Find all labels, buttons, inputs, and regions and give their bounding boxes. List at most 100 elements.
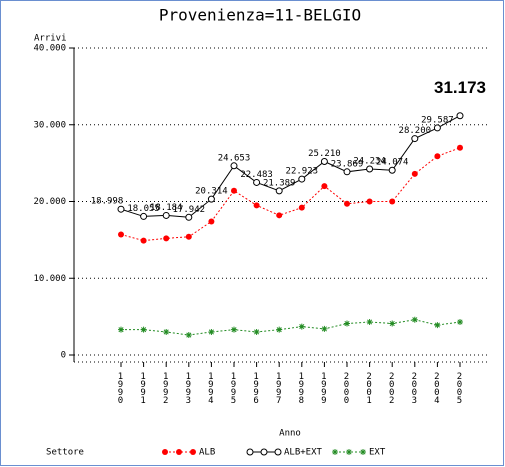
point <box>389 320 396 327</box>
data-label: 24.653 <box>218 153 251 163</box>
point <box>344 200 350 207</box>
point <box>140 212 148 220</box>
x-tick-label: 2002 <box>387 372 397 404</box>
y-axis-label: Arrivi <box>34 34 67 44</box>
point <box>117 205 125 213</box>
point <box>298 204 305 211</box>
point <box>343 168 351 176</box>
x-tick-label: 2005 <box>455 372 465 404</box>
point <box>457 144 463 151</box>
point <box>230 162 238 170</box>
series-line <box>120 115 461 218</box>
legend-marker <box>332 449 338 455</box>
y-tick-label: 10.000 <box>33 274 66 284</box>
legend-marker <box>176 449 182 455</box>
point <box>298 175 306 183</box>
point <box>253 178 261 186</box>
point <box>185 233 192 240</box>
point <box>388 166 396 174</box>
point <box>275 187 283 195</box>
point <box>253 202 260 209</box>
x-tick-label: 1993 <box>183 372 193 404</box>
legend-marker <box>360 449 366 455</box>
point <box>163 328 170 335</box>
x-tick-label: 1991 <box>138 372 148 404</box>
y-tick-label: 0 <box>61 351 66 361</box>
data-label: 28.200 <box>399 126 432 136</box>
chart-title: Provenienza=11-BELGIO <box>159 6 361 25</box>
point <box>344 320 350 327</box>
x-tick-label: 2000 <box>342 372 352 404</box>
point <box>140 326 147 333</box>
data-label: 21.389 <box>263 178 296 188</box>
data-label: 18.055 <box>127 204 160 214</box>
x-tick-label: 1995 <box>229 372 239 404</box>
point <box>298 323 305 330</box>
point <box>208 328 215 335</box>
point <box>366 318 373 325</box>
y-tick-label: 30.000 <box>33 120 66 130</box>
x-tick-label: 2004 <box>432 372 442 404</box>
data-label: 18.184 <box>150 203 183 213</box>
legend-label: EXT <box>369 448 386 458</box>
data-label: 29.587 <box>421 115 454 125</box>
data-label: 17.942 <box>173 205 206 215</box>
point <box>231 326 237 333</box>
x-tick-label: 2003 <box>409 372 419 404</box>
point <box>118 231 124 238</box>
point <box>276 326 283 333</box>
point <box>411 316 418 323</box>
point <box>207 195 215 203</box>
point <box>434 322 441 329</box>
point <box>276 212 283 219</box>
point <box>366 165 374 173</box>
y-tick-label: 40.000 <box>33 44 66 54</box>
point <box>457 318 463 325</box>
legend-marker <box>346 449 352 455</box>
legend-marker <box>190 449 196 455</box>
data-label: 24.074 <box>376 158 409 168</box>
data-label: 25.210 <box>308 149 341 159</box>
x-tick-label: 1990 <box>116 372 126 404</box>
x-tick-label: 1998 <box>296 372 306 404</box>
point <box>208 218 215 225</box>
point <box>411 135 419 143</box>
x-tick-label: 1992 <box>161 372 171 404</box>
point <box>320 158 328 166</box>
x-tick-label: 2001 <box>364 372 374 404</box>
point <box>162 211 170 219</box>
point <box>321 183 328 190</box>
point <box>389 198 396 205</box>
point <box>321 325 328 332</box>
data-label: 22.923 <box>286 167 319 177</box>
y-tick-label: 20.000 <box>33 197 66 207</box>
x-tick-label: 1994 <box>206 372 216 404</box>
data-label: 18.998 <box>91 197 124 207</box>
data-label: 31.173 <box>434 78 486 97</box>
point <box>411 170 418 177</box>
legend-marker <box>260 448 268 456</box>
point <box>185 332 192 339</box>
point <box>434 153 441 160</box>
x-tick-label: 1999 <box>319 372 329 404</box>
series-line <box>121 319 461 336</box>
point <box>118 326 124 333</box>
data-label: 22.483 <box>240 170 273 180</box>
data-label: 23.869 <box>331 159 364 169</box>
x-tick-label: 1996 <box>251 372 261 404</box>
series-line <box>120 147 461 242</box>
point <box>366 198 373 205</box>
legend-title: Settore <box>46 448 84 458</box>
legend-label: ALB+EXT <box>284 448 323 458</box>
legend-marker <box>274 448 282 456</box>
x-tick-label: 1997 <box>274 372 284 404</box>
point <box>456 112 464 120</box>
point <box>433 124 441 132</box>
point <box>163 235 170 242</box>
data-label: 24.234 <box>353 157 386 167</box>
point <box>140 237 147 244</box>
legend-marker <box>246 448 254 456</box>
point <box>185 213 193 221</box>
